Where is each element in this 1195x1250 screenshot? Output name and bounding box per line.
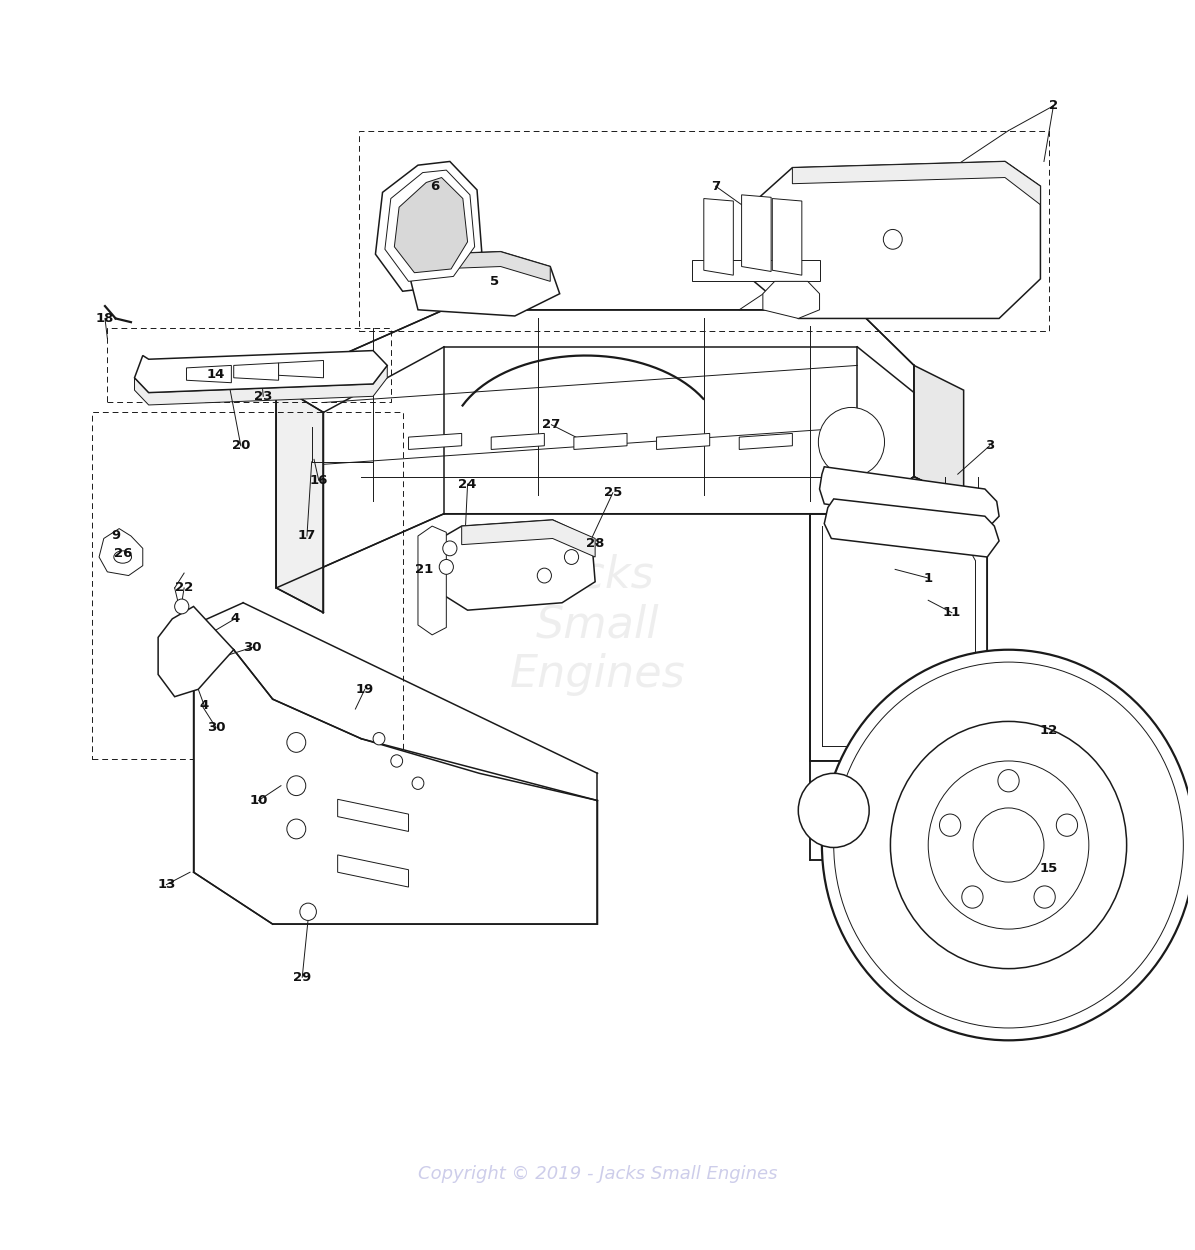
Polygon shape [194,625,598,924]
Text: 6: 6 [430,180,439,192]
Text: 20: 20 [232,439,250,452]
Polygon shape [99,529,142,575]
Polygon shape [186,365,232,382]
Text: 4: 4 [200,699,209,711]
Circle shape [174,599,189,614]
Text: 14: 14 [207,368,225,380]
Circle shape [300,902,317,920]
Text: 30: 30 [244,641,262,654]
Polygon shape [158,606,234,696]
Circle shape [998,770,1019,792]
Polygon shape [750,161,1041,319]
Polygon shape [772,199,802,275]
Circle shape [412,778,424,790]
Text: 3: 3 [985,439,994,452]
Text: 2: 2 [1049,99,1058,112]
Polygon shape [656,434,710,450]
Circle shape [834,662,1183,1028]
Polygon shape [435,251,550,281]
Text: 15: 15 [1040,862,1058,875]
Text: 22: 22 [174,581,194,595]
Text: 11: 11 [943,606,961,619]
Circle shape [564,550,578,565]
Polygon shape [234,362,278,380]
Circle shape [440,560,453,574]
Polygon shape [135,350,387,392]
Polygon shape [385,170,474,281]
Text: 29: 29 [293,971,312,984]
Text: 21: 21 [415,562,433,576]
Polygon shape [914,365,963,501]
Circle shape [929,761,1089,929]
Text: 25: 25 [603,486,621,499]
Text: 1: 1 [924,571,933,585]
Circle shape [287,732,306,752]
Text: Jacks
Small
Engines: Jacks Small Engines [509,554,686,696]
Text: 27: 27 [543,419,560,431]
Text: 26: 26 [114,546,131,560]
Polygon shape [491,434,545,450]
Circle shape [443,541,456,556]
Text: 7: 7 [711,180,721,192]
Polygon shape [394,177,467,272]
Polygon shape [430,520,595,610]
Text: 9: 9 [111,530,121,542]
Text: 24: 24 [459,478,477,490]
Circle shape [890,721,1127,969]
Polygon shape [820,466,999,529]
Polygon shape [338,799,409,831]
Circle shape [1056,814,1078,836]
Text: 28: 28 [586,538,605,550]
Text: 13: 13 [158,878,176,891]
Polygon shape [276,310,914,588]
Circle shape [822,650,1195,1040]
Circle shape [798,774,869,848]
Text: 17: 17 [298,530,315,542]
Text: 16: 16 [310,474,327,486]
Polygon shape [418,526,446,635]
Polygon shape [375,161,482,291]
Circle shape [1034,886,1055,909]
Text: 18: 18 [96,312,115,325]
Polygon shape [762,281,820,319]
Polygon shape [810,761,857,860]
Polygon shape [704,199,734,275]
Circle shape [287,819,306,839]
Polygon shape [742,195,771,271]
Polygon shape [792,161,1041,205]
Polygon shape [461,520,595,558]
Polygon shape [574,434,627,450]
Circle shape [373,732,385,745]
Text: 23: 23 [255,390,272,402]
Text: 4: 4 [231,612,239,625]
Circle shape [973,808,1044,882]
Polygon shape [740,434,792,450]
Polygon shape [278,360,324,378]
Polygon shape [409,434,461,450]
Polygon shape [276,384,324,612]
Text: Copyright © 2019 - Jacks Small Engines: Copyright © 2019 - Jacks Small Engines [418,1165,777,1182]
Text: 10: 10 [250,794,268,808]
Circle shape [883,230,902,249]
Circle shape [819,408,884,476]
Polygon shape [825,499,999,558]
Text: 30: 30 [207,721,225,734]
Circle shape [962,886,983,909]
Polygon shape [338,855,409,888]
Circle shape [939,814,961,836]
Text: 19: 19 [356,682,374,696]
Polygon shape [411,251,559,316]
Polygon shape [135,365,387,405]
Ellipse shape [114,551,131,564]
Circle shape [287,776,306,795]
Text: 5: 5 [490,275,500,288]
Circle shape [391,755,403,768]
Circle shape [538,569,551,582]
Text: 12: 12 [1040,724,1058,736]
Polygon shape [692,260,820,281]
Polygon shape [810,476,987,761]
